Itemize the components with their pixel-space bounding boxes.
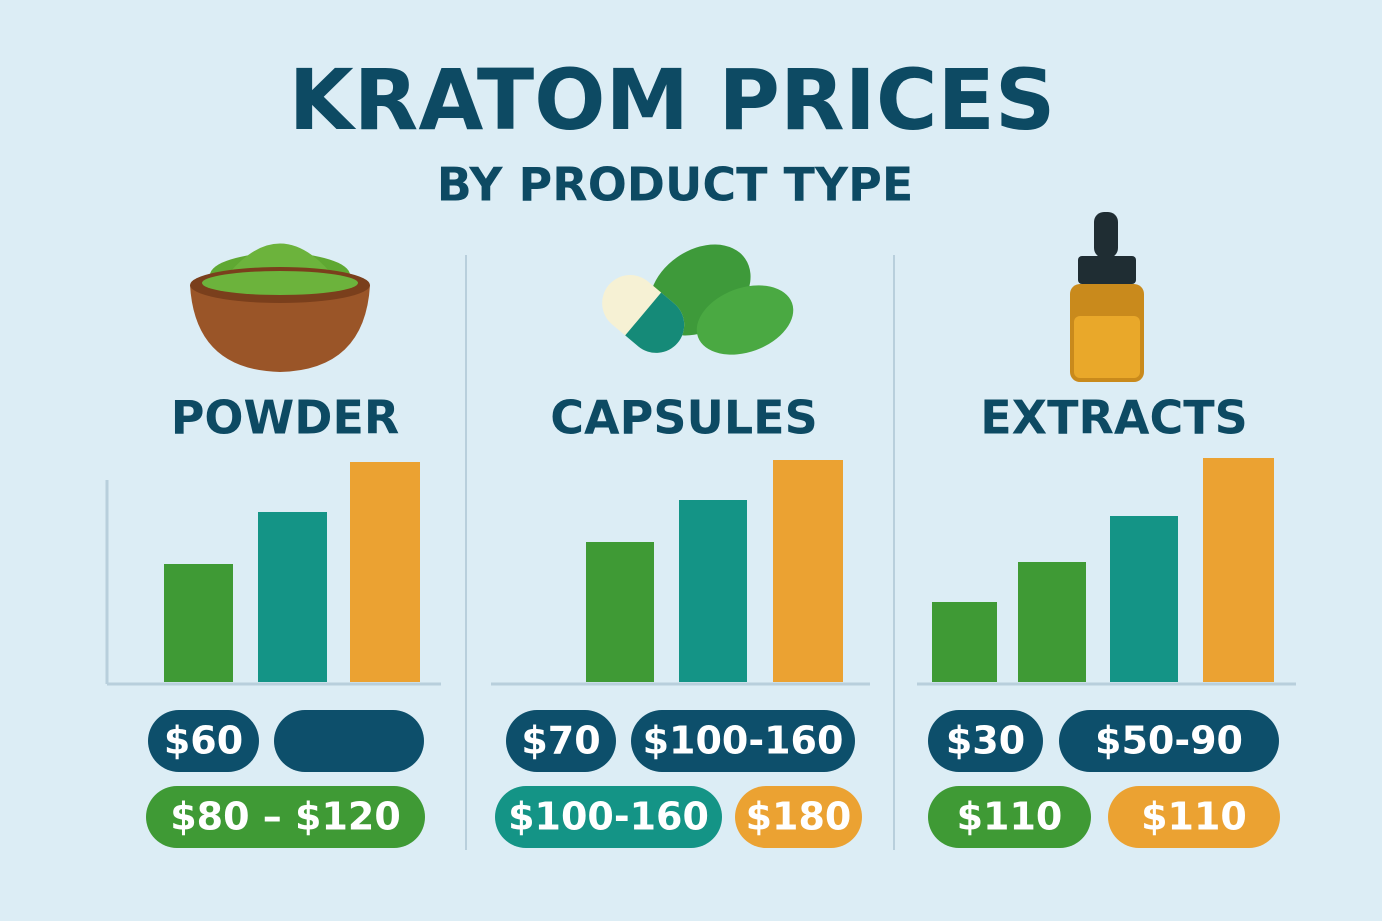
price-pill xyxy=(1108,786,1280,848)
bar xyxy=(1203,458,1274,682)
subtitle: BY PRODUCT TYPE xyxy=(437,158,914,212)
price-pill xyxy=(148,710,259,772)
bar xyxy=(350,462,420,682)
bar xyxy=(258,512,327,682)
price-label: $80 – $120 xyxy=(170,795,401,839)
powder-icon xyxy=(190,243,370,372)
bar xyxy=(586,542,654,682)
bar xyxy=(1018,562,1086,682)
capsules-icon xyxy=(602,244,794,355)
price-label: $110 xyxy=(1141,795,1247,839)
price-label: $60 xyxy=(164,719,243,763)
price-pill xyxy=(631,710,855,772)
price-pill xyxy=(928,710,1043,772)
bar xyxy=(932,602,997,682)
price-pill xyxy=(735,786,862,848)
bar xyxy=(1110,516,1178,682)
price-pill xyxy=(495,786,722,848)
bar xyxy=(679,500,747,682)
price-pill xyxy=(146,786,425,848)
price-pill xyxy=(928,786,1091,848)
bar xyxy=(773,460,843,682)
price-pill xyxy=(274,710,424,772)
price-label: $50-90 xyxy=(1095,719,1243,763)
price-label: $180 xyxy=(746,795,852,839)
chart-title: CAPSULES xyxy=(550,391,817,445)
chart-title: POWDER xyxy=(171,391,400,445)
title: KRATOM PRICES xyxy=(289,51,1056,149)
chart-title: EXTRACTS xyxy=(980,391,1248,445)
bar xyxy=(164,564,233,682)
price-label: $70 xyxy=(521,719,600,763)
price-pill xyxy=(506,710,616,772)
price-pill xyxy=(1059,710,1279,772)
extracts-icon xyxy=(1070,212,1144,382)
price-label: $30 xyxy=(946,719,1025,763)
price-label: $100-160 xyxy=(508,795,709,839)
price-label: $110 xyxy=(957,795,1063,839)
price-label: $100-160 xyxy=(643,719,844,763)
